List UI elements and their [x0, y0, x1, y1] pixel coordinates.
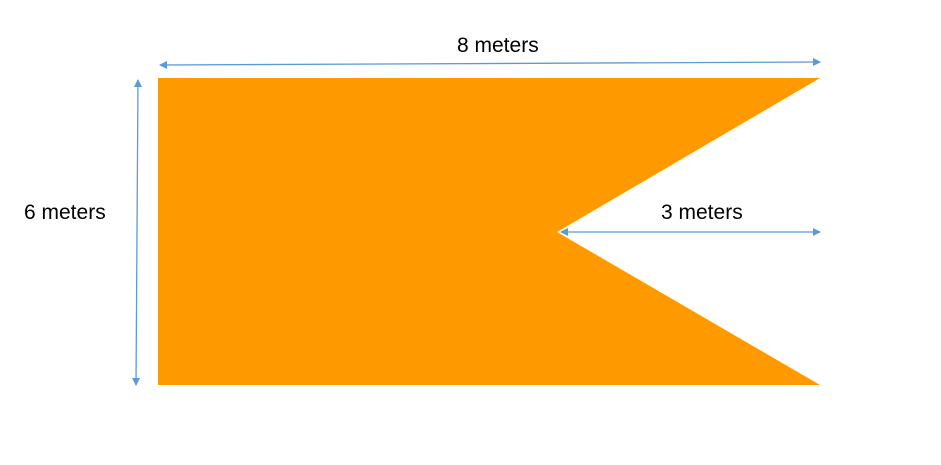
orange-notched-shape: [158, 78, 820, 385]
width-label: 8 meters: [457, 34, 539, 57]
height-label: 6 meters: [24, 201, 106, 224]
notch-depth-label: 3 meters: [661, 201, 743, 224]
height-dimension-arrow: [132, 79, 142, 386]
width-dimension-arrow: [159, 58, 821, 69]
